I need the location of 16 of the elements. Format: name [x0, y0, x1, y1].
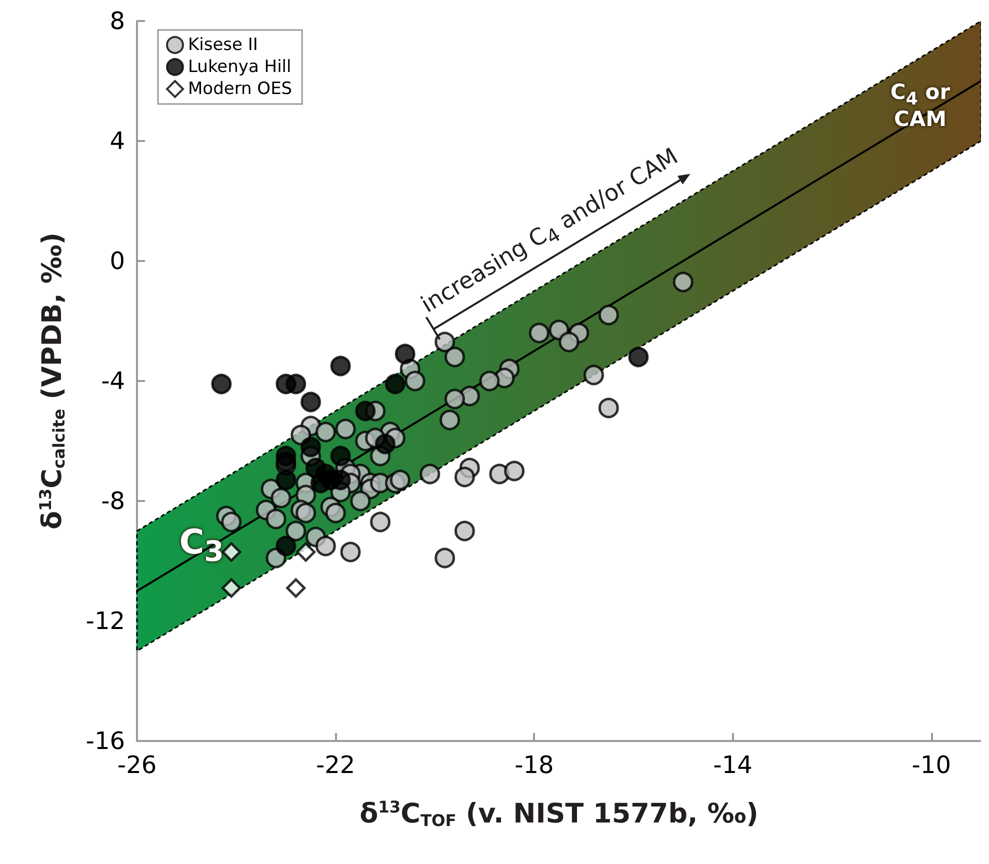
annotation: C$_{4}$ or CAM [890, 80, 950, 131]
legend-label: Lukenya Hill [188, 57, 292, 77]
x-tick-label: -14 [713, 751, 752, 779]
y-tick-label: 8 [110, 7, 125, 35]
x-tick-label: -10 [912, 751, 951, 779]
y-tick-label: -4 [101, 367, 125, 395]
y-tick-label: 4 [110, 127, 125, 155]
x-tick-label: -22 [316, 751, 356, 779]
legend-label: Kisese II [188, 35, 258, 55]
y-tick-label: 0 [110, 247, 125, 275]
y-axis-title: δ13Ccalcite (VPDB, ‰) [36, 232, 68, 530]
x-tick-label: -18 [514, 751, 554, 779]
y-tick-label: -12 [86, 607, 125, 635]
y-tick-label: -8 [101, 487, 125, 515]
legend-label: Modern OES [188, 79, 292, 99]
annotation: C$_{3}$ [179, 522, 224, 568]
